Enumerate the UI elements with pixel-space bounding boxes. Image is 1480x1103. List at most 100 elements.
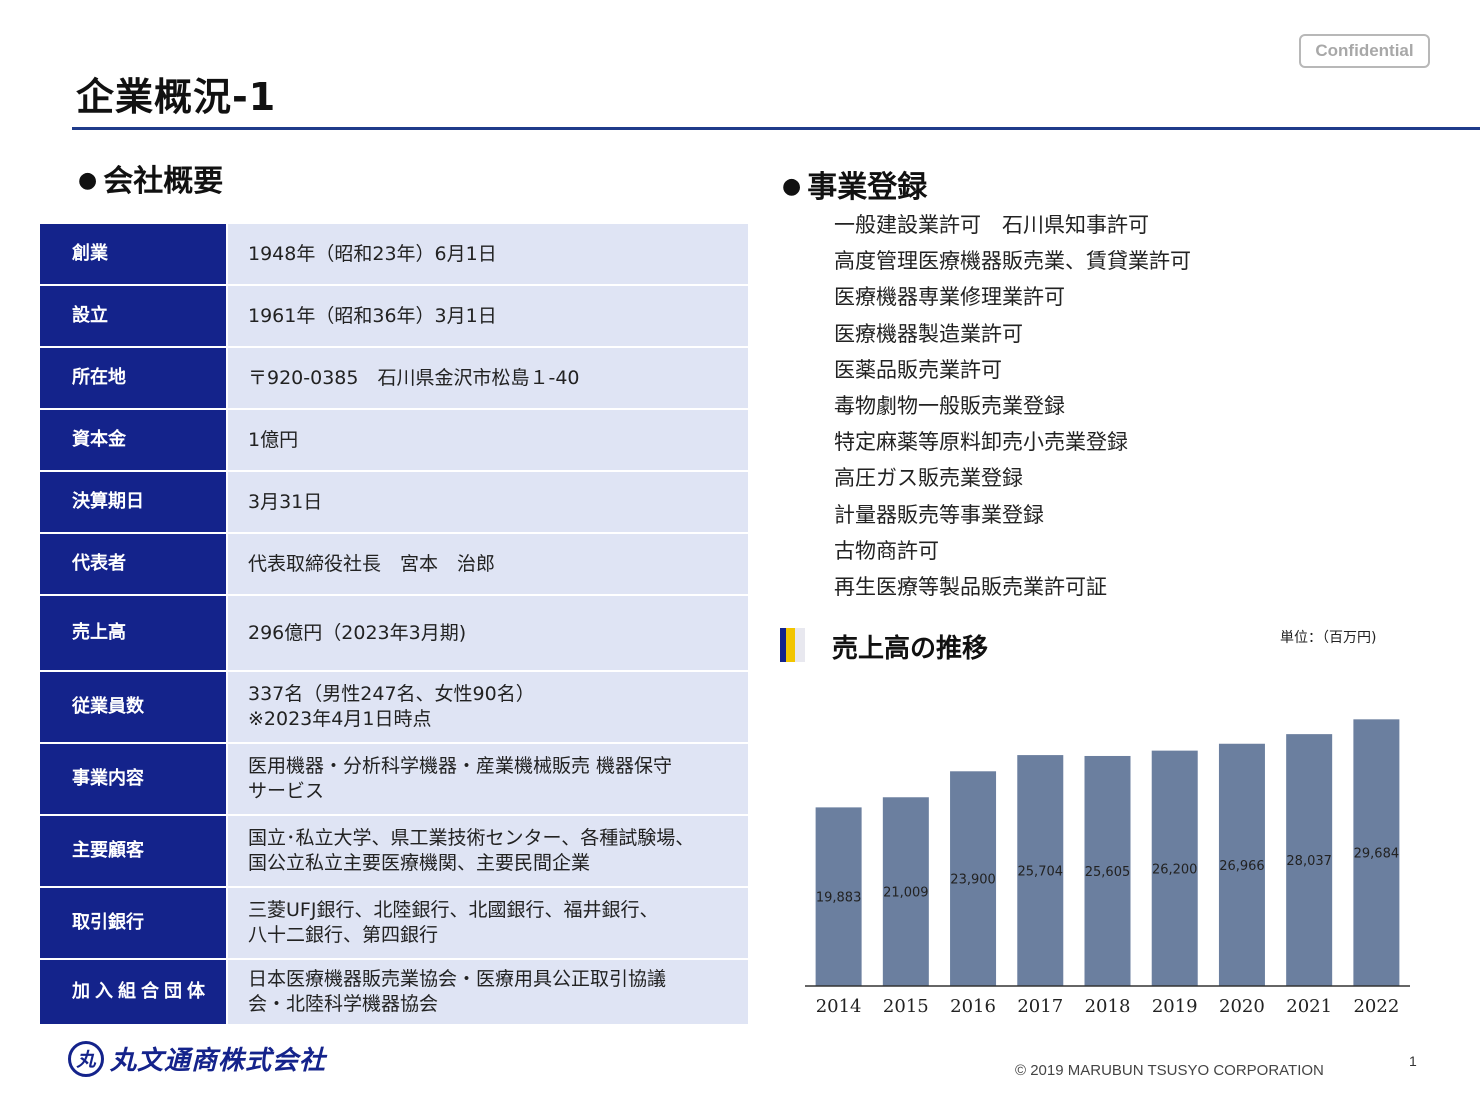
registration-item: 医療機器専業修理業許可 [834, 285, 1065, 310]
overview-value-line: 1948年（昭和23年）6月1日 [248, 242, 497, 265]
chart-x-tick-label: 2019 [1152, 996, 1198, 1017]
overview-row-value: 1948年（昭和23年）6月1日 [228, 224, 748, 284]
overview-value-line: 国立･私立大学、県工業技術センター、各種試験場、 [248, 827, 695, 850]
overview-row: 売上高 296億円（2023年3月期) [40, 596, 748, 672]
page-number: 1 [1409, 1053, 1417, 1069]
overview-row: 設立 1961年（昭和36年）3月1日 [40, 286, 748, 348]
sales-bar-chart: 19,883 2014 21,009 2015 23,900 2016 25,704 2017… [805, 719, 1410, 1017]
chart-data-label: 26,966 [1219, 859, 1265, 874]
chart-x-tick-label: 2022 [1353, 996, 1399, 1017]
overview-value-line: サービス [248, 780, 325, 802]
bullet-icon: ● [782, 174, 802, 199]
chart-bar [1017, 755, 1064, 986]
overview-value-line: 医用機器・分析科学機器・産業機械販売 機器保守 [248, 755, 673, 778]
registration-list: 一般建設業許可 石川県知事許可高度管理医療機器販売業、賃貸業許可 医療機器専業修理… [834, 207, 1191, 605]
title-divider [72, 127, 1480, 130]
overview-row: 決算期日 3月31日 [40, 472, 748, 534]
registration-item: 医療機器製造業許可 [834, 321, 1023, 346]
chart-x-tick-label: 2016 [950, 996, 996, 1017]
overview-row-value: 代表取締役社長 宮本 治郎 [228, 534, 748, 594]
overview-row-value: 三菱UFJ銀行、北陸銀行、北國銀行、福井銀行、 八十二銀行、第四銀行 [228, 888, 748, 958]
overview-value-line: 1961年（昭和36年）3月1日 [248, 304, 497, 327]
chart-bar [950, 771, 997, 986]
chart-bar [882, 797, 929, 986]
overview-value-line: 代表取締役社長 宮本 治郎 [248, 552, 496, 575]
overview-row-value: 〒920-0385 石川県金沢市松島１-40 [228, 348, 748, 408]
overview-row-label: 所在地 [40, 348, 228, 408]
overview-row-label: 売上高 [40, 596, 228, 670]
overview-row-value: 医用機器・分析科学機器・産業機械販売 機器保守 サービス [228, 744, 748, 814]
overview-row-label: 創業 [40, 224, 228, 284]
chart-bar [815, 807, 862, 986]
overview-row-label: 主要顧客 [40, 816, 228, 886]
chart-data-label: 23,900 [950, 873, 996, 888]
registration-heading-text: 事業登録 [807, 170, 928, 205]
chart-bar [1084, 755, 1131, 986]
overview-row-label: 事業内容 [40, 744, 228, 814]
overview-row-label: 加入組合団体 [40, 960, 228, 1024]
overview-row-value: 296億円（2023年3月期) [228, 596, 748, 670]
registration-item: 特定麻薬等原料卸売小売業登録 [834, 430, 1128, 455]
chart-bar [1151, 750, 1198, 986]
chart-data-label: 29,684 [1354, 847, 1400, 862]
company-logo: 丸 丸文通商株式会社 [68, 1040, 326, 1077]
overview-value-line: ※2023年4月1日時点 [248, 708, 432, 730]
chart-bar [1286, 734, 1333, 986]
chart-x-tick-label: 2021 [1286, 996, 1332, 1017]
chart-data-label: 19,883 [816, 891, 862, 906]
logo-text: 丸文通商株式会社 [110, 1046, 327, 1076]
overview-value-line: 日本医療機器販売業協会・医療用具公正取引協議 [248, 968, 667, 991]
overview-row-label: 取引銀行 [40, 888, 228, 958]
confidential-badge: Confidential [1299, 34, 1430, 68]
registration-item: 再生医療等製品販売業許可証 [834, 574, 1107, 599]
overview-row-label: 資本金 [40, 410, 228, 470]
chart-x-tick-label: 2017 [1017, 996, 1063, 1017]
registration-item: 高圧ガス販売業登録 [834, 466, 1023, 491]
overview-row-value: 1961年（昭和36年）3月1日 [228, 286, 748, 346]
overview-row: 主要顧客 国立･私立大学、県工業技術センター、各種試験場、 国公立私立主要医療機関、… [40, 816, 748, 888]
registration-item: 医薬品販売業許可 [834, 357, 1002, 382]
overview-row: 加入組合団体 日本医療機器販売業協会・医療用具公正取引協議 会・北陸科学機器協会 [40, 960, 748, 1026]
chart-data-label: 28,037 [1286, 854, 1332, 869]
overview-row: 所在地 〒920-0385 石川県金沢市松島１-40 [40, 348, 748, 410]
page-title: 企業概況-1 [76, 75, 277, 119]
overview-value-line: 三菱UFJ銀行、北陸銀行、北國銀行、福井銀行、 [248, 899, 659, 922]
registration-item: 高度管理医療機器販売業、賃貸業許可 [834, 249, 1191, 274]
overview-value-line: 3月31日 [248, 490, 323, 513]
chart-bar [1218, 743, 1265, 986]
registration-item: 一般建設業許可 石川県知事許可 [834, 213, 1149, 237]
company-overview-heading: ● 会社概要 [78, 156, 223, 200]
chart-unit-label: 単位：（百万円) [1280, 630, 1377, 646]
overview-value-line: 〒920-0385 石川県金沢市松島１-40 [248, 366, 580, 389]
overview-value-line: 296億円（2023年3月期) [248, 621, 467, 644]
chart-title-marker [780, 628, 806, 662]
company-overview-heading-text: 会社概要 [103, 164, 224, 199]
chart-title: 売上高の推移 [832, 634, 989, 664]
overview-value-line: 1億円 [248, 428, 299, 451]
registration-item: 計量器販売等事業登録 [834, 502, 1044, 527]
overview-row-value: 日本医療機器販売業協会・医療用具公正取引協議 会・北陸科学機器協会 [228, 960, 748, 1024]
overview-row: 従業員数 337名（男性247名、女性90名） ※2023年4月1日時点 [40, 672, 748, 744]
chart-data-label: 25,704 [1018, 865, 1064, 880]
registration-item: 毒物劇物一般販売業登録 [834, 393, 1065, 418]
overview-row: 事業内容 医用機器・分析科学機器・産業機械販売 機器保守 サービス [40, 744, 748, 816]
overview-row-value: 337名（男性247名、女性90名） ※2023年4月1日時点 [228, 672, 748, 742]
overview-row-value: 1億円 [228, 410, 748, 470]
logo-mark-icon: 丸 [68, 1040, 104, 1077]
chart-x-tick-label: 2020 [1219, 996, 1265, 1017]
overview-row-value: 国立･私立大学、県工業技術センター、各種試験場、 国公立私立主要医療機関、主要民間… [228, 816, 748, 886]
chart-data-label: 21,009 [883, 886, 929, 901]
chart-x-tick-label: 2015 [883, 996, 929, 1017]
overview-value-line: 八十二銀行、第四銀行 [248, 924, 439, 946]
overview-row: 取引銀行 三菱UFJ銀行、北陸銀行、北國銀行、福井銀行、 八十二銀行、第四銀行 [40, 888, 748, 960]
copyright-text: © 2019 MARUBUN TSUSYO CORPORATION [1015, 1062, 1324, 1079]
registration-heading: ● 事業登録 [782, 162, 927, 206]
overview-value-line: 337名（男性247名、女性90名） [248, 683, 535, 706]
overview-row-label: 設立 [40, 286, 228, 346]
overview-row-label: 代表者 [40, 534, 228, 594]
chart-data-label: 26,200 [1152, 862, 1198, 877]
chart-bar [1353, 719, 1400, 986]
chart-data-label: 25,605 [1085, 865, 1131, 880]
overview-row: 代表者 代表取締役社長 宮本 治郎 [40, 534, 748, 596]
chart-x-tick-label: 2018 [1085, 996, 1131, 1017]
